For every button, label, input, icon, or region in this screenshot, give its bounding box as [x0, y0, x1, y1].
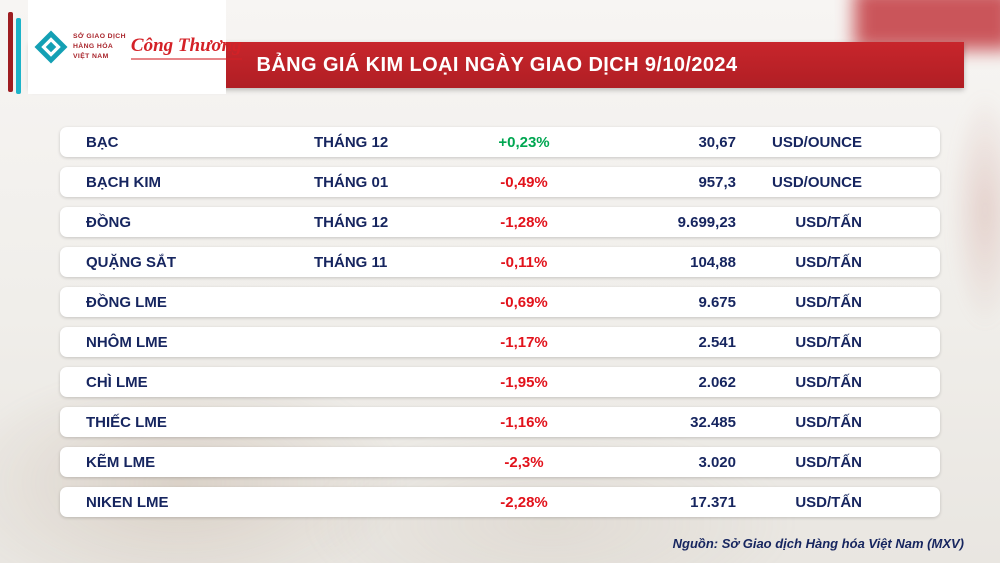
- commodity-name: ĐỒNG: [86, 213, 131, 231]
- change-percent: -0,69%: [500, 293, 548, 311]
- price-value: 9.699,23: [677, 213, 736, 231]
- mxv-logo-line3: VIỆT NAM: [73, 52, 109, 60]
- change-percent: +0,23%: [498, 133, 550, 151]
- price-value: 30,67: [698, 133, 736, 151]
- table-row-thiec-lme: THIẾC LME -1,16% 32.485 USD/TẤN: [60, 407, 940, 437]
- table-row-dong-lme: ĐỒNG LME -0,69% 9.675 USD/TẤN: [60, 287, 940, 317]
- price-unit: USD/TẤN: [795, 333, 862, 351]
- commodity-name: ĐỒNG LME: [86, 293, 167, 311]
- change-percent: -1,16%: [500, 413, 548, 431]
- mxv-diamond-icon: [34, 30, 68, 64]
- price-value: 957,3: [698, 173, 736, 191]
- change-percent: -0,11%: [500, 253, 548, 271]
- table-row-bach-kim: BẠCH KIM THÁNG 01 -0,49% 957,3 USD/OUNCE: [60, 167, 940, 197]
- table-row-bac: BẠC THÁNG 12 +0,23% 30,67 USD/OUNCE: [60, 127, 940, 157]
- background-photo-right: [950, 90, 1000, 330]
- price-value: 3.020: [698, 453, 736, 471]
- price-table: BẠC THÁNG 12 +0,23% 30,67 USD/OUNCE BẠCH…: [60, 127, 940, 527]
- table-row-chi-lme: CHÌ LME -1,95% 2.062 USD/TẤN: [60, 367, 940, 397]
- price-value: 2.541: [698, 333, 736, 351]
- change-percent: -1,28%: [500, 213, 548, 231]
- price-value: 9.675: [698, 293, 736, 311]
- price-unit: USD/TẤN: [795, 253, 862, 271]
- commodity-name: THIẾC LME: [86, 413, 167, 431]
- mxv-logo-line1: SỞ GIAO DỊCH: [73, 33, 126, 41]
- price-unit: USD/TẤN: [795, 413, 862, 431]
- mxv-logo-line2: HÀNG HÓA: [73, 43, 114, 51]
- change-percent: -2,28%: [500, 493, 548, 511]
- change-percent: -1,17%: [500, 333, 548, 351]
- page-title: BẢNG GIÁ KIM LOẠI NGÀY GIAO DỊCH 9/10/20…: [256, 53, 738, 76]
- price-unit: USD/OUNCE: [771, 133, 862, 151]
- contract-month: THÁNG 01: [314, 173, 389, 191]
- table-row-dong: ĐỒNG THÁNG 12 -1,28% 9.699,23 USD/TẤN: [60, 207, 940, 237]
- commodity-name: BẠCH KIM: [86, 173, 161, 191]
- table-row-kem-lme: KẼM LME -2,3% 3.020 USD/TẤN: [60, 447, 940, 477]
- change-percent: -2,3%: [504, 453, 544, 471]
- table-row-niken-lme: NIKEN LME -2,28% 17.371 USD/TẤN: [60, 487, 940, 517]
- commodity-name: BẠC: [86, 133, 119, 151]
- commodity-name: KẼM LME: [86, 453, 156, 471]
- price-unit: USD/TẤN: [795, 493, 862, 511]
- price-value: 32.485: [690, 413, 736, 431]
- price-unit: USD/TẤN: [795, 453, 862, 471]
- price-value: 104,88: [690, 253, 736, 271]
- mxv-logo-text: SỞ GIAO DỊCH HÀNG HÓA VIỆT NAM: [73, 32, 126, 62]
- commodity-name: NIKEN LME: [86, 493, 169, 511]
- price-value: 2.062: [698, 373, 736, 391]
- table-row-nhom-lme: NHÔM LME -1,17% 2.541 USD/TẤN: [60, 327, 940, 357]
- price-unit: USD/TẤN: [795, 213, 862, 231]
- price-value: 17.371: [690, 493, 736, 511]
- commodity-name: CHÌ LME: [86, 373, 148, 391]
- price-unit: USD/OUNCE: [771, 173, 862, 191]
- contract-month: THÁNG 12: [314, 133, 389, 151]
- table-row-quang-sat: QUẶNG SẮT THÁNG 11 -0,11% 104,88 USD/TẤN: [60, 247, 940, 277]
- congthuong-logo: Công Thương: [130, 35, 242, 60]
- logo-panel: SỞ GIAO DỊCH HÀNG HÓA VIỆT NAM Công Thươ…: [28, 0, 242, 94]
- left-accent-red-bar: [8, 12, 13, 92]
- commodity-name: QUẶNG SẮT: [86, 253, 176, 271]
- left-accent-cyan-bar: [16, 18, 21, 94]
- change-percent: -1,95%: [500, 373, 548, 391]
- contract-month: THÁNG 11: [314, 253, 388, 271]
- source-note: Nguồn: Sở Giao dịch Hàng hóa Việt Nam (M…: [672, 536, 964, 551]
- commodity-name: NHÔM LME: [86, 333, 168, 351]
- change-percent: -0,49%: [500, 173, 548, 191]
- contract-month: THÁNG 12: [314, 213, 389, 231]
- price-unit: USD/TẤN: [795, 293, 862, 311]
- mxv-logo: SỞ GIAO DỊCH HÀNG HÓA VIỆT NAM: [33, 29, 126, 65]
- price-unit: USD/TẤN: [795, 373, 862, 391]
